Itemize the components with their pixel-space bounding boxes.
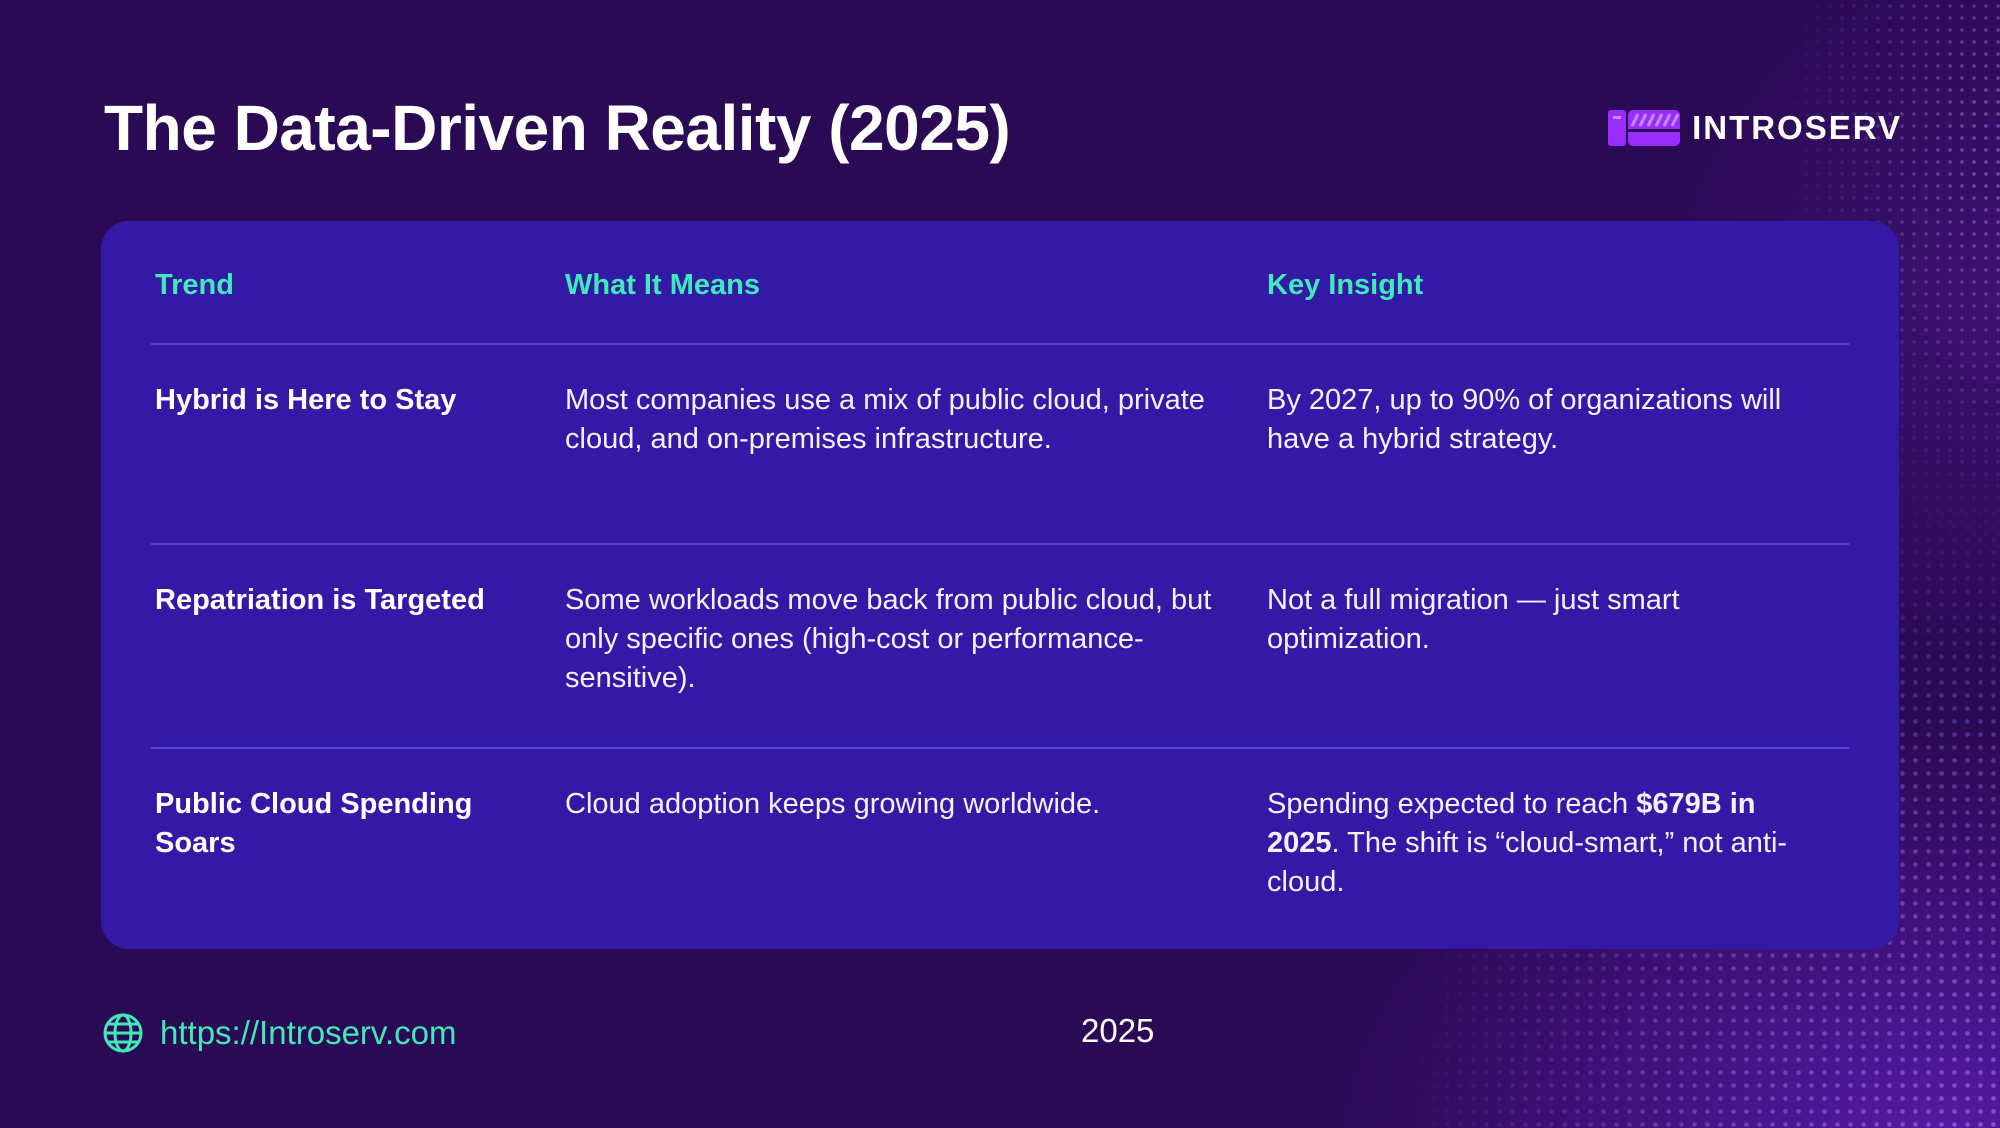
- brand-logo: INTROSERV: [1608, 108, 1902, 148]
- table-row: Repatriation is Targeted Some workloads …: [151, 545, 1849, 749]
- table-row: Public Cloud Spending Soars Cloud adopti…: [151, 749, 1849, 947]
- meaning-cell: Most companies use a mix of public cloud…: [565, 384, 1205, 455]
- insight-highlight: $679B in 2025: [1267, 788, 1756, 859]
- insight-cell: Spending expected to reach $679B in 2025…: [1267, 785, 1845, 947]
- globe-icon: [103, 1013, 143, 1053]
- insight-cell: By 2027, up to 90% of organizations will…: [1267, 384, 1782, 455]
- insight-text-suffix: . The shift is “cloud-smart,” not anti-c…: [1267, 827, 1788, 898]
- table-header-row: Trend What It Means Key Insight: [151, 221, 1849, 345]
- brand-name: INTROSERV: [1692, 109, 1902, 146]
- meaning-cell: Some workloads move back from public clo…: [565, 584, 1212, 694]
- trends-table: Trend What It Means Key Insight Hybrid i…: [101, 221, 1899, 949]
- website-url[interactable]: https://Introserv.com: [160, 1014, 457, 1051]
- column-header-meaning: What It Means: [565, 268, 760, 301]
- footer-year: 2025: [1081, 1012, 1155, 1049]
- introserv-logo-icon: [1608, 110, 1681, 146]
- column-header-trend: Trend: [155, 268, 234, 301]
- trend-cell: Public Cloud Spending Soars: [155, 788, 473, 859]
- trend-cell: Hybrid is Here to Stay: [155, 384, 457, 416]
- column-header-insight: Key Insight: [1267, 268, 1424, 301]
- insight-cell: Not a full migration — just smart optimi…: [1267, 584, 1680, 655]
- table-row: Hybrid is Here to Stay Most companies us…: [151, 345, 1849, 545]
- website-link[interactable]: https://Introserv.com: [102, 1012, 456, 1054]
- insight-text-prefix: Spending expected to reach: [1267, 788, 1637, 820]
- page-title: The Data-Driven Reality (2025): [104, 92, 1011, 164]
- trend-cell: Repatriation is Targeted: [155, 584, 485, 616]
- meaning-cell: Cloud adoption keeps growing worldwide.: [565, 788, 1101, 820]
